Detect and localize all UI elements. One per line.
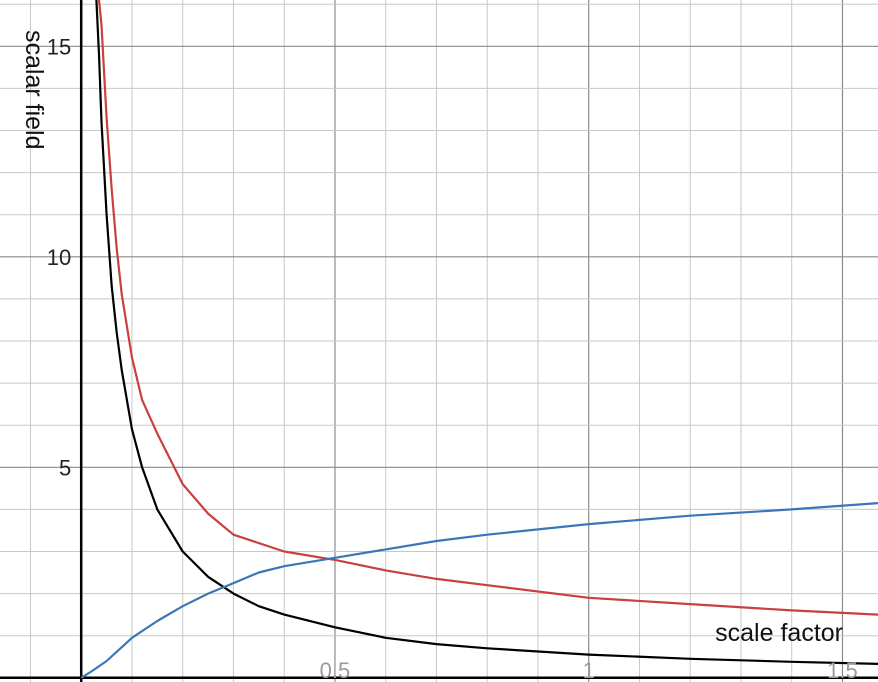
series-line-2 [97, 0, 878, 616]
x-tick-label: 0.5 [320, 658, 351, 682]
series-group [80, 0, 878, 679]
x-tick-label: 1 [583, 658, 595, 682]
y-tick-label: 15 [47, 34, 71, 59]
y-tick-label: 5 [59, 455, 71, 480]
x-tick-label: 1.5 [827, 658, 858, 682]
y-tick-label: 10 [47, 245, 71, 270]
series-line-1 [95, 0, 878, 665]
x-axis-label: scale factor [715, 619, 843, 647]
tick-labels: 0.5 1 1.5 5 10 15 [47, 34, 858, 682]
series-line-3 [80, 502, 878, 679]
y-axis-label: scalar field [20, 30, 48, 150]
